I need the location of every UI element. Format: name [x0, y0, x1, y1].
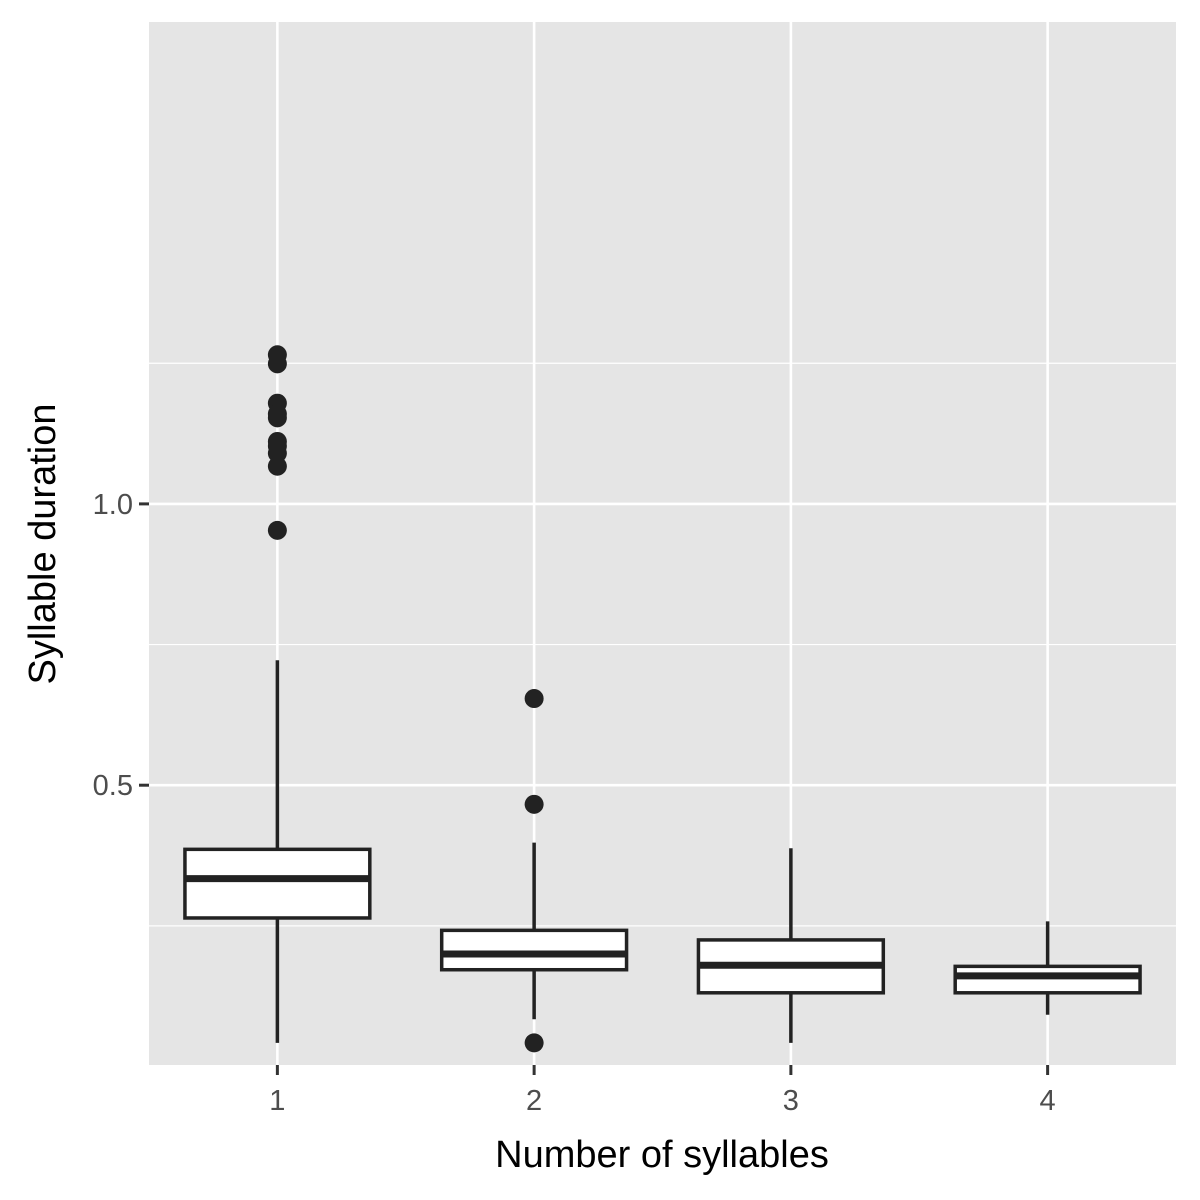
- outlier-point: [267, 520, 287, 540]
- box-group-1: [183, 345, 372, 1043]
- x-axis: 1 2 3 4: [269, 1065, 1056, 1117]
- y-tick-label: 0.5: [93, 770, 133, 802]
- y-axis-title: Syllable duration: [22, 404, 64, 685]
- box-iqr: [953, 964, 1142, 995]
- y-axis: 0.5 1.0: [93, 489, 149, 802]
- x-tick-label: 4: [1040, 1085, 1056, 1117]
- outlier-point: [267, 408, 287, 428]
- box-iqr: [439, 928, 629, 972]
- box-series: [183, 345, 1142, 1053]
- x-tick-label: 1: [269, 1085, 285, 1117]
- box-group-3: [696, 848, 886, 1043]
- outlier-point: [267, 456, 287, 476]
- box-group-4: [953, 921, 1142, 1015]
- outlier-point: [524, 1033, 544, 1053]
- outlier-point: [524, 689, 544, 709]
- x-tick-label: 3: [783, 1085, 799, 1117]
- x-tick-label: 2: [526, 1085, 542, 1117]
- outlier-point: [267, 354, 287, 374]
- y-tick-label: 1.0: [93, 489, 133, 521]
- box-iqr: [183, 847, 372, 920]
- box-group-2: [439, 689, 629, 1053]
- outlier-point: [524, 794, 544, 814]
- x-axis-title: Number of syllables: [495, 1134, 829, 1176]
